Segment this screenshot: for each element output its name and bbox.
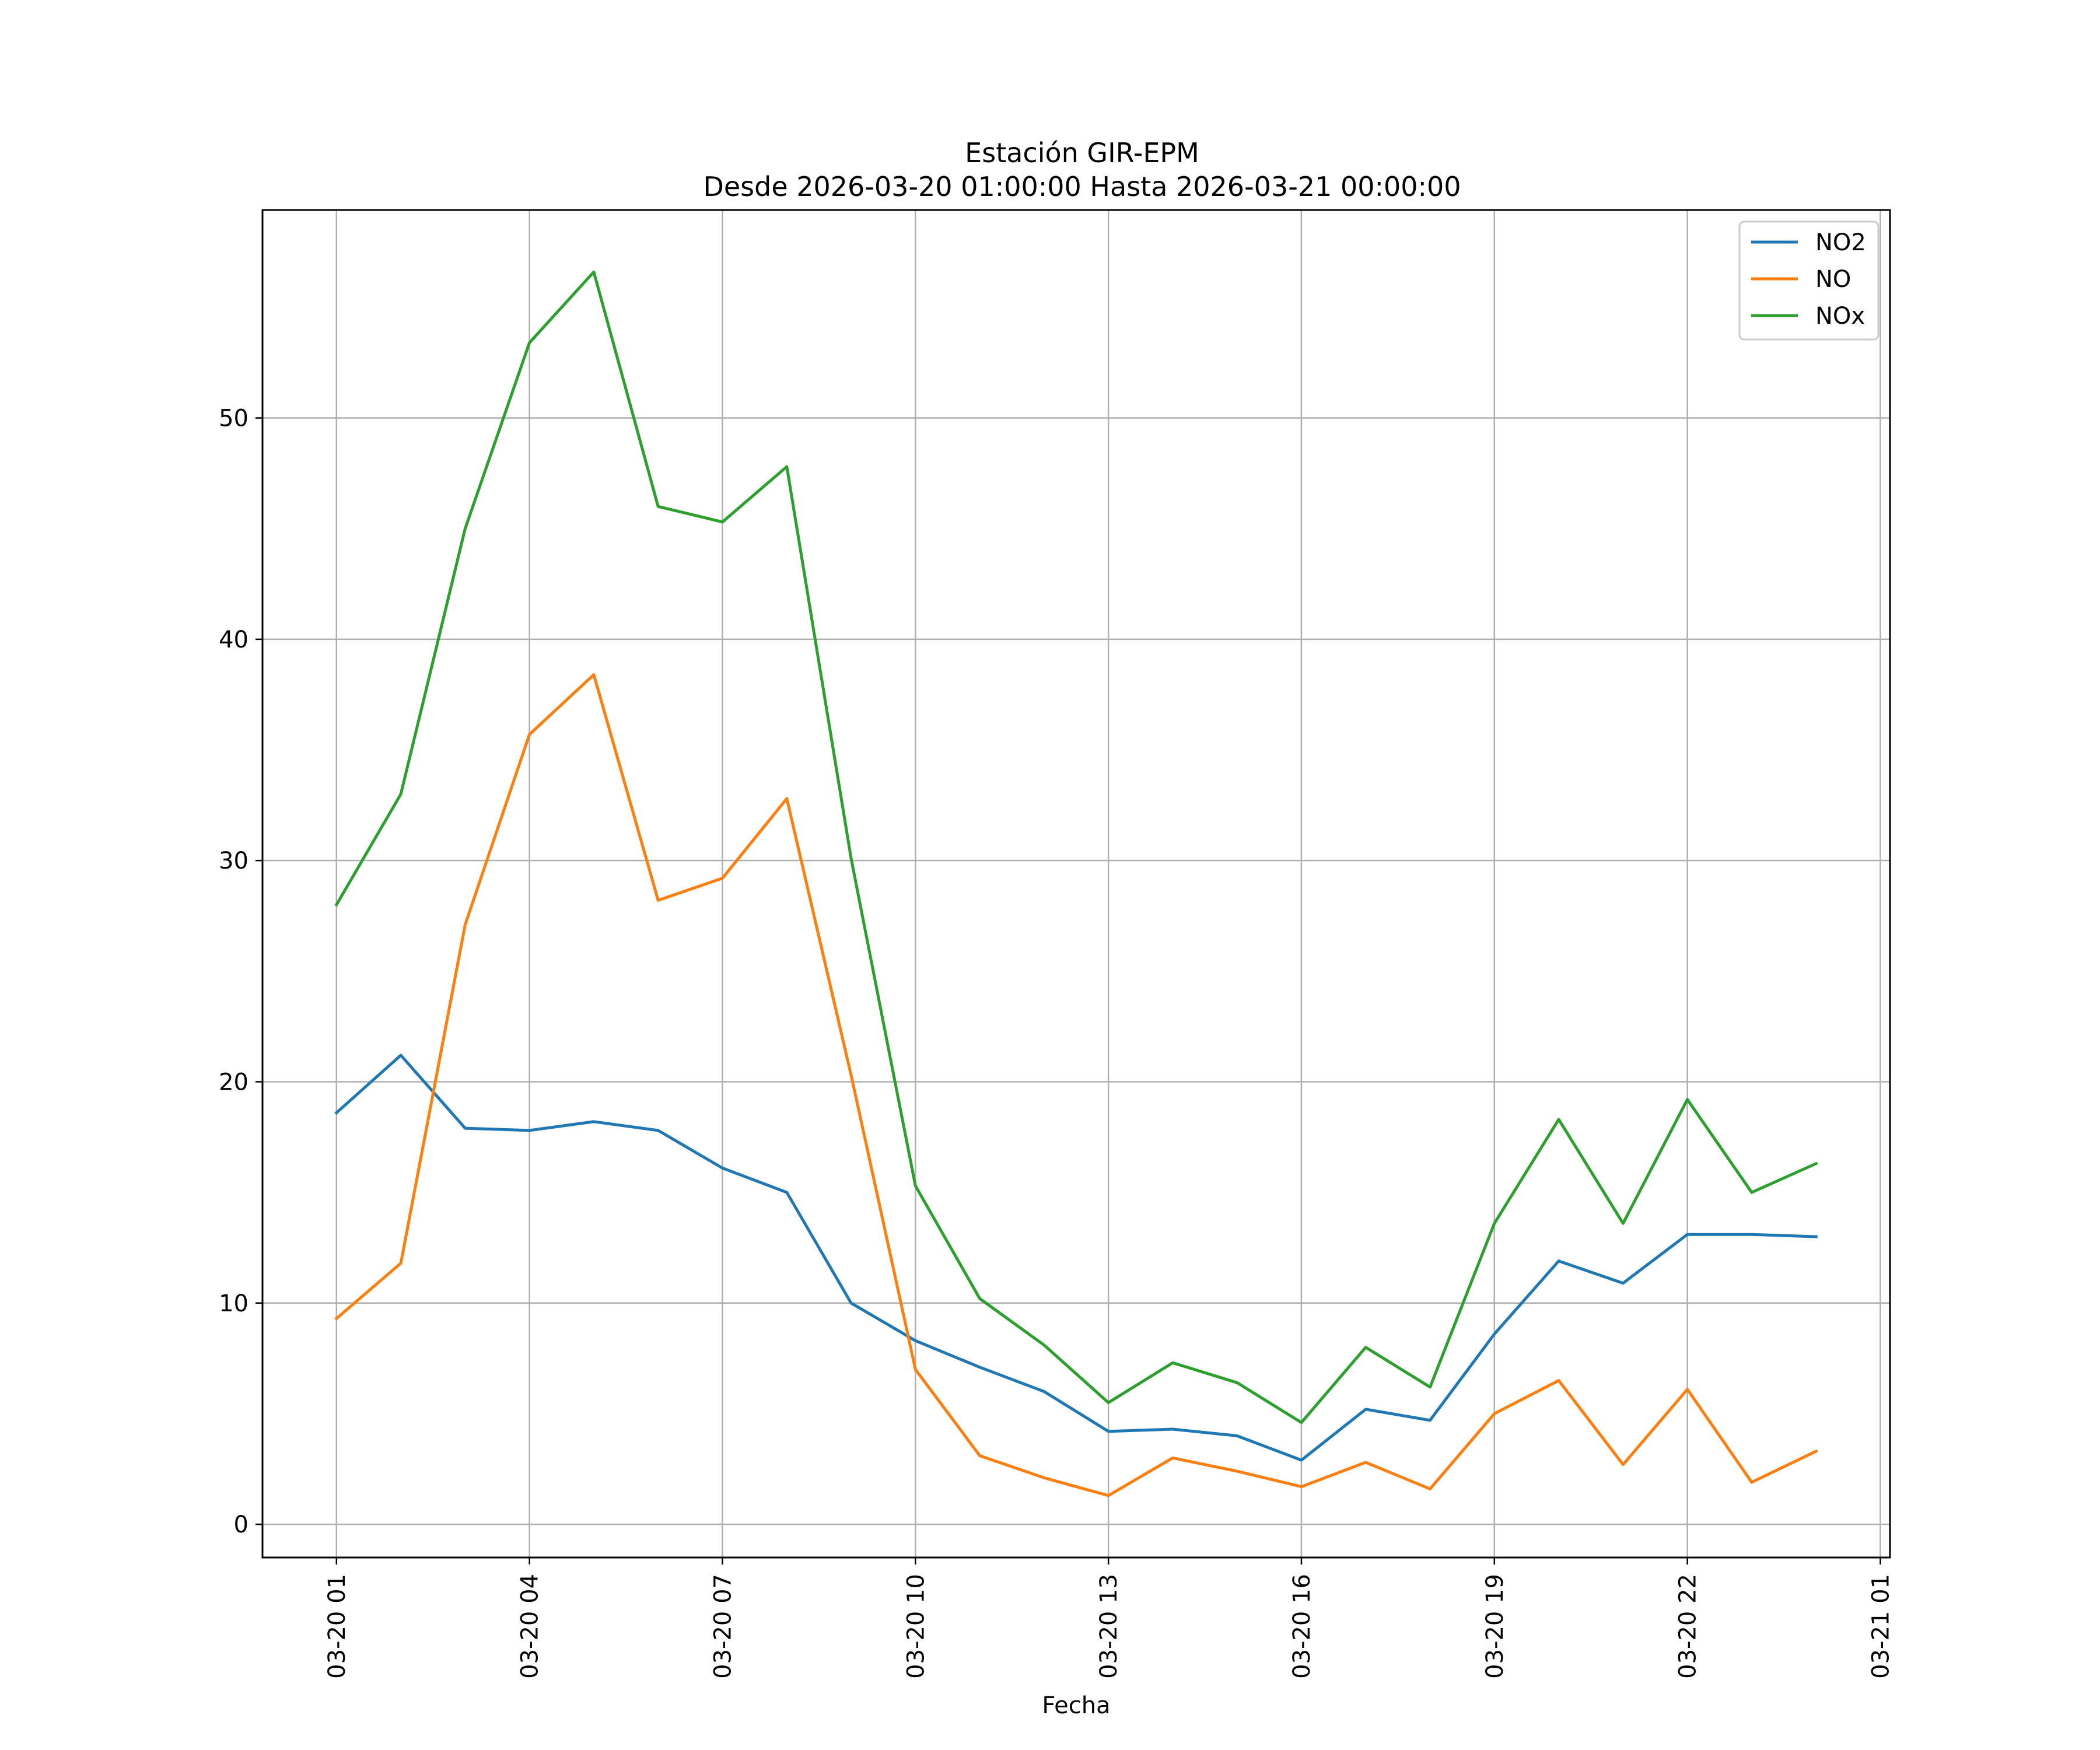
series-line-nox [334,270,1818,1424]
x-axis-label: Fecha [1042,1692,1110,1719]
x-axis: 03-20 01 03-20 04 03-20 07 03-20 10 03-20 13… [324,1558,1894,1679]
x-tick-label: 03-20 07 [709,1574,736,1679]
series-line-no2 [334,1054,1818,1462]
chart-subtitle: Desde 2026-03-20 01:00:00 Hasta 2026-03-… [703,171,1461,202]
x-tick-label: 03-20 04 [517,1574,544,1679]
y-tick-label: 30 [219,848,249,874]
x-tick-label: 03-20 19 [1482,1574,1508,1679]
series-lines [334,270,1818,1497]
x-tick-label: 03-20 10 [902,1574,929,1679]
legend: NO2 NO NOx [1738,220,1880,341]
grid-lines [262,210,1890,1558]
series-line-no [334,673,1818,1497]
y-tick-label: 50 [219,405,249,432]
y-tick-label: 10 [219,1290,249,1317]
x-tick-label: 03-20 22 [1675,1574,1702,1679]
legend-label-no: NO [1815,266,1851,293]
x-tick-label: 03-20 01 [324,1574,351,1679]
y-tick-label: 0 [234,1511,249,1538]
y-tick-label: 20 [219,1069,249,1096]
x-tick-label: 03-20 16 [1289,1574,1315,1679]
y-tick-label: 40 [219,626,249,653]
chart-title: Estación GIR-EPM [965,137,1199,169]
x-tick-label: 03-20 13 [1096,1574,1122,1679]
y-axis: 0 10 20 30 40 50 [219,405,262,1538]
legend-box [1738,220,1880,341]
legend-label-no2: NO2 [1815,229,1866,256]
plot-area-frame [261,209,1891,1559]
legend-label-nox: NOx [1815,303,1865,330]
x-tick-label: 03-21 01 [1867,1574,1894,1679]
